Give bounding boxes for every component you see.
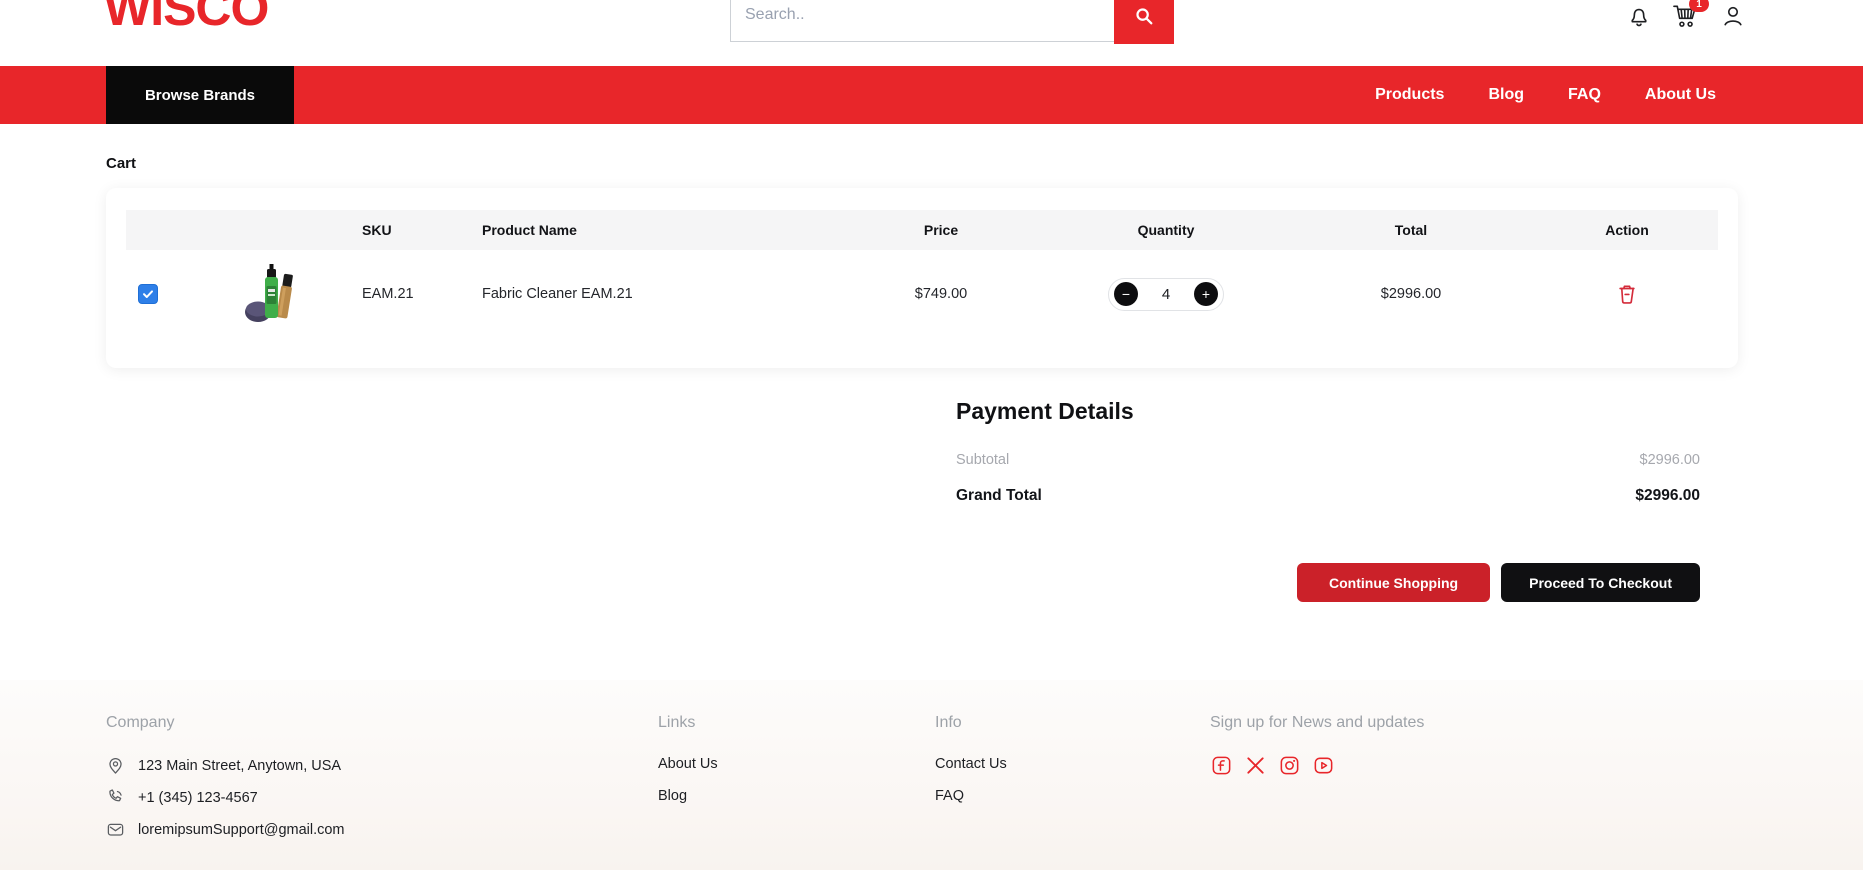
footer-email[interactable]: loremipsumSupport@gmail.com: [106, 820, 566, 839]
subtotal-value: $2996.00: [1639, 452, 1700, 468]
column-header-product-name: Product Name: [482, 222, 577, 238]
browse-brands-button[interactable]: Browse Brands: [106, 66, 294, 124]
cart-table-card: SKU Product Name Price Quantity Total Ac…: [106, 188, 1738, 368]
quantity-stepper: − 4 +: [1108, 277, 1224, 311]
column-header-quantity: Quantity: [1137, 222, 1195, 238]
nav-link-blog[interactable]: Blog: [1488, 86, 1524, 103]
column-header-sku: SKU: [362, 222, 392, 238]
facebook-icon[interactable]: [1210, 754, 1233, 777]
grand-total-value: $2996.00: [1635, 487, 1700, 504]
payment-details: Payment Details Subtotal $2996.00 Grand …: [956, 398, 1700, 505]
page-title: Cart: [106, 155, 137, 172]
brand-logo[interactable]: WISCO: [104, 0, 269, 36]
footer-phone[interactable]: +1 (345) 123-4567: [106, 788, 566, 807]
remove-item-button[interactable]: [1614, 280, 1640, 308]
trash-icon: [1616, 282, 1638, 306]
proceed-to-checkout-button[interactable]: Proceed To Checkout: [1501, 563, 1700, 602]
footer-links-title: Links: [658, 714, 696, 731]
item-price: $749.00: [914, 286, 968, 302]
cart-table-header: SKU Product Name Price Quantity Total Ac…: [126, 210, 1718, 250]
newsletter-title: Sign up for News and updates: [1210, 714, 1425, 731]
email-envelope-icon: [106, 820, 125, 839]
subtotal-label: Subtotal: [956, 452, 1010, 468]
item-name: Fabric Cleaner EAM.21: [482, 286, 633, 302]
subtotal-row: Subtotal $2996.00: [956, 452, 1700, 468]
search-bar: [730, 0, 1174, 44]
footer-links-column: Links About Us Blog: [658, 714, 898, 820]
column-header-total: Total: [1394, 222, 1428, 238]
nav-link-about-us[interactable]: About Us: [1644, 86, 1716, 103]
cart-button[interactable]: 1: [1672, 0, 1709, 29]
search-button[interactable]: [1114, 0, 1174, 44]
decrease-quantity-button[interactable]: −: [1114, 282, 1138, 306]
footer-company-column: Company 123 Main Street, Anytown, USA: [106, 714, 566, 852]
youtube-icon[interactable]: [1312, 754, 1335, 777]
increase-quantity-button[interactable]: +: [1194, 282, 1218, 306]
page-footer: Company 123 Main Street, Anytown, USA: [0, 680, 1863, 870]
footer-link-blog[interactable]: Blog: [658, 788, 688, 804]
notifications-bell-icon[interactable]: [1626, 3, 1652, 29]
nav-link-faq[interactable]: FAQ: [1568, 86, 1601, 103]
select-item-checkbox[interactable]: [138, 284, 158, 304]
social-links: [1210, 754, 1630, 777]
footer-email-text: loremipsumSupport@gmail.com: [138, 821, 345, 838]
checkmark-icon: [142, 288, 154, 300]
nav-link-products[interactable]: Products: [1375, 86, 1445, 103]
location-pin-icon: [106, 756, 125, 775]
footer-newsletter-column: Sign up for News and updates: [1210, 714, 1630, 777]
footer-info-title: Info: [935, 714, 962, 731]
nav-links: Products Blog FAQ About Us: [1375, 66, 1863, 124]
column-header-price: Price: [923, 222, 959, 238]
footer-address-text: 123 Main Street, Anytown, USA: [138, 757, 342, 774]
quantity-value: 4: [1161, 285, 1171, 303]
header-icons: 1: [1626, 0, 1746, 29]
item-total: $2996.00: [1380, 286, 1442, 302]
column-header-action: Action: [1605, 222, 1649, 238]
cart-count-badge: 1: [1689, 0, 1709, 12]
search-input[interactable]: [730, 0, 1114, 42]
footer-link-faq[interactable]: FAQ: [935, 788, 965, 804]
footer-link-about-us[interactable]: About Us: [658, 756, 718, 772]
phone-icon: [106, 788, 125, 807]
footer-company-title: Company: [106, 714, 175, 731]
search-icon: [1133, 5, 1155, 27]
continue-shopping-button[interactable]: Continue Shopping: [1297, 563, 1491, 602]
cart-actions: Continue Shopping Proceed To Checkout: [956, 563, 1700, 602]
grand-total-label: Grand Total: [956, 487, 1042, 504]
payment-details-title: Payment Details: [956, 398, 1134, 424]
product-image: [243, 264, 299, 324]
grand-total-row: Grand Total $2996.00: [956, 487, 1700, 505]
main-content: Cart SKU Product Name Price Quantity Tot…: [0, 124, 1863, 602]
footer-info-column: Info Contact Us FAQ: [935, 714, 1175, 820]
footer-phone-text: +1 (345) 123-4567: [138, 789, 258, 806]
x-twitter-icon[interactable]: [1244, 754, 1267, 777]
main-navbar: Browse Brands Products Blog FAQ About Us: [0, 66, 1863, 124]
account-user-icon[interactable]: [1720, 3, 1746, 29]
footer-link-contact-us[interactable]: Contact Us: [935, 756, 1007, 772]
footer-address: 123 Main Street, Anytown, USA: [106, 756, 566, 775]
instagram-icon[interactable]: [1278, 754, 1301, 777]
top-header: WISCO: [0, 0, 1863, 66]
item-sku: EAM.21: [362, 286, 414, 302]
cart-item-row: EAM.21 Fabric Cleaner EAM.21 $749.00 − 4…: [126, 250, 1718, 338]
